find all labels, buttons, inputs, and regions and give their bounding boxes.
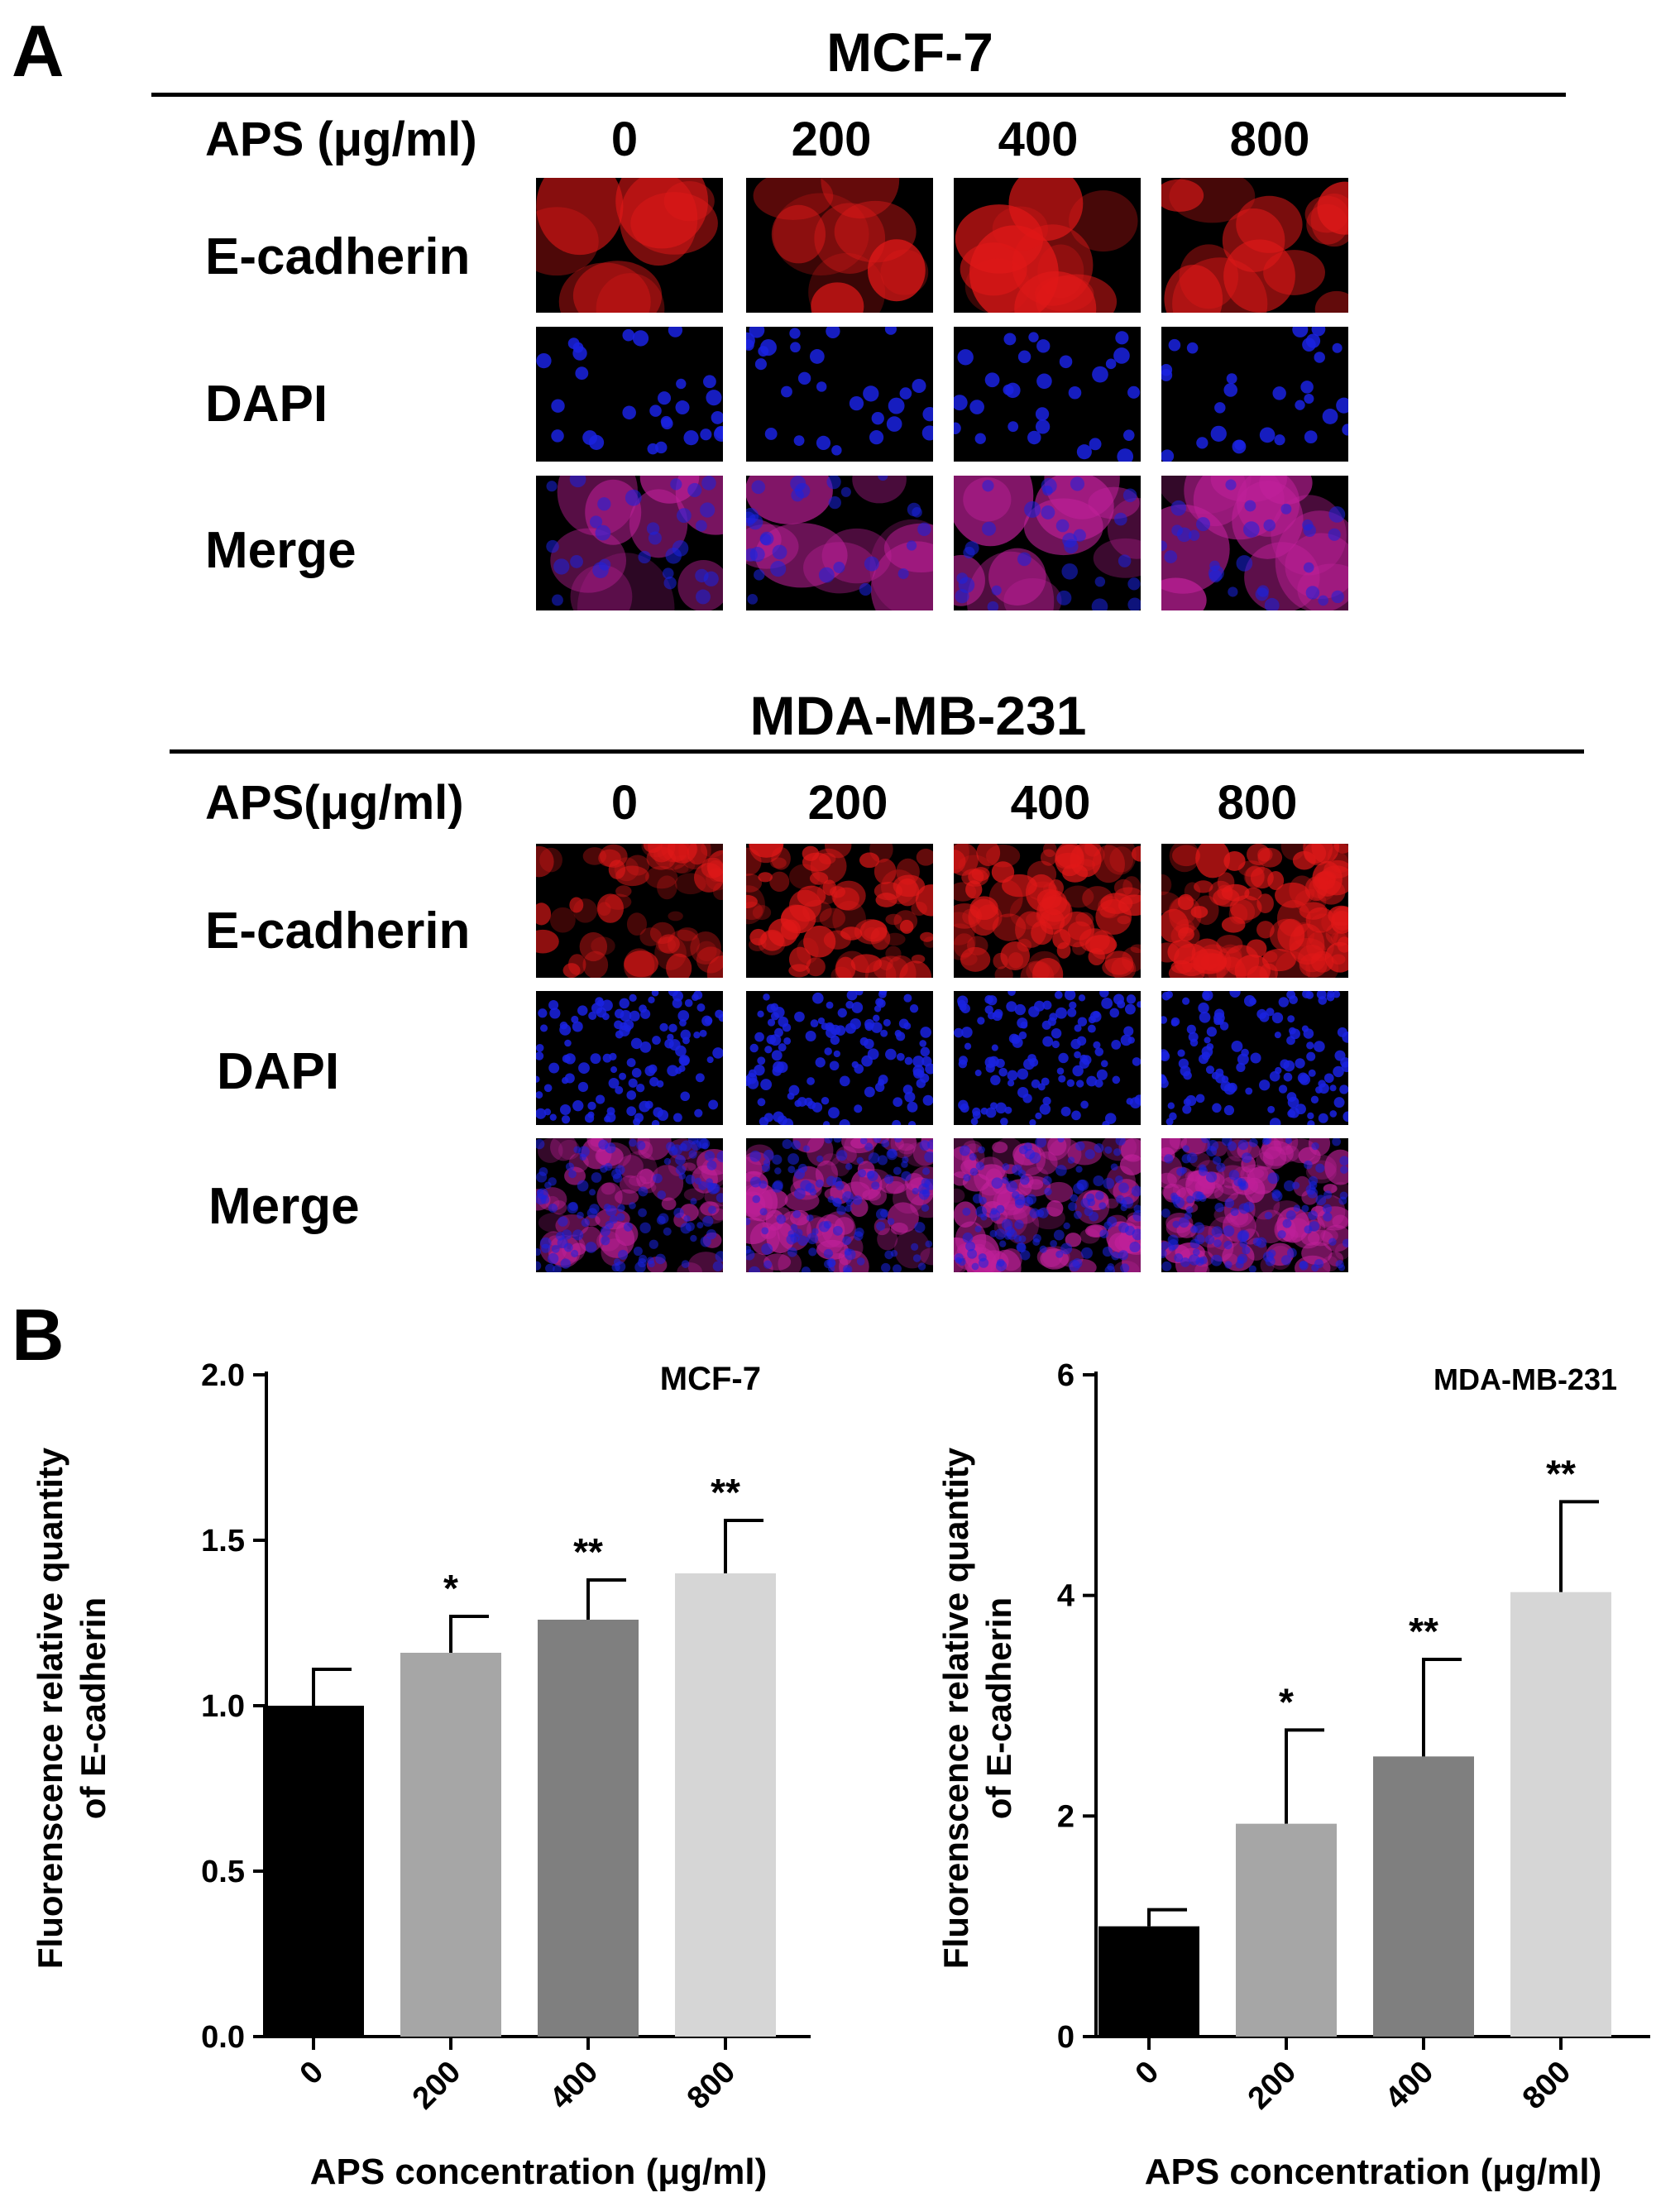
mda-ytick-label-3: 6 — [1057, 1358, 1075, 1393]
mcf7-dose-400: 400 — [998, 113, 1079, 166]
mcf7-ytick-label-3: 1.5 — [201, 1524, 245, 1558]
mcf7-row-merge: Merge — [205, 522, 357, 579]
mda-row-merge: Merge — [208, 1178, 360, 1235]
panel-a-letter: A — [12, 10, 65, 92]
mcf7-dose-200: 200 — [791, 113, 872, 166]
mda-bar-0 — [1098, 1926, 1199, 2037]
mcf7-block-title: MCF-7 — [826, 22, 993, 83]
mda-dose-800: 800 — [1217, 776, 1298, 830]
micrograph-mda-ecad-1 — [746, 844, 933, 978]
mda-title-rule — [170, 749, 1584, 754]
mda-ylabel-line2: of E-cadherin — [979, 1597, 1018, 1819]
micrograph-mda-merge-3 — [1161, 1138, 1348, 1272]
mcf7-significance-200: * — [443, 1567, 458, 1610]
mcf7-bar-800 — [675, 1573, 776, 2037]
mda-bar-200 — [1236, 1823, 1337, 2037]
mcf7-title-rule — [151, 93, 1566, 97]
mcf7-significance-400: ** — [573, 1530, 603, 1573]
mda-ytick-label-1: 2 — [1057, 1799, 1075, 1834]
mda-significance-400: ** — [1409, 1610, 1438, 1653]
mda-xlabel: APS concentration (μg/ml) — [1145, 2152, 1602, 2192]
mda-block-title: MDA-MB-231 — [749, 685, 1087, 746]
mda-ytick-label-2: 4 — [1057, 1579, 1075, 1614]
mcf7-row-ecadherin: E-cadherin — [205, 228, 471, 285]
mda-xtick-label-400: 400 — [1379, 2055, 1441, 2117]
micrograph-mda-merge-1 — [746, 1138, 933, 1272]
mcf7-dose-0: 0 — [610, 113, 639, 166]
mcf7-bar-200 — [400, 1653, 501, 2037]
mda-bar-800 — [1510, 1592, 1611, 2037]
mcf7-bar-0 — [263, 1706, 364, 2037]
micrograph-mda-merge-0 — [536, 1138, 723, 1272]
micrograph-mda-ecad-0 — [536, 844, 723, 978]
mda-chart-title: MDA-MB-231 — [1434, 1362, 1617, 1396]
micrograph-mda-ecad-3 — [1161, 844, 1348, 978]
mda-ylabel-line1: Fluorenscence relative quantity — [936, 1447, 975, 1969]
mcf7-xtick-label-200: 200 — [406, 2055, 468, 2117]
micrograph-mcf7-ecad-3 — [1161, 178, 1348, 313]
micrograph-mda-dapi-1 — [746, 991, 933, 1125]
mda-bar-400 — [1373, 1756, 1474, 2037]
micrograph-mcf7-dapi-2 — [954, 327, 1141, 462]
mda-dose-0: 0 — [610, 776, 639, 830]
mda-dose-400: 400 — [1010, 776, 1091, 830]
micrograph-mcf7-merge-1 — [746, 476, 933, 610]
micrograph-mda-dapi-0 — [536, 991, 723, 1125]
mda-xtick-label-800: 800 — [1516, 2055, 1578, 2117]
micrograph-mcf7-merge-2 — [954, 476, 1141, 610]
mcf7-ylabel-line1: Fluorenscence relative quantity — [31, 1447, 69, 1969]
mcf7-row-dapi: DAPI — [205, 376, 328, 433]
panel-b-letter: B — [12, 1294, 65, 1376]
micrograph-mda-dapi-2 — [954, 991, 1141, 1125]
mda-row-ecadherin: E-cadherin — [205, 902, 471, 960]
mda-xtick-label-0: 0 — [1129, 2055, 1166, 2092]
micrograph-mcf7-dapi-1 — [746, 327, 933, 462]
mcf7-ytick-label-4: 2.0 — [201, 1358, 245, 1393]
micrograph-mda-ecad-2 — [954, 844, 1141, 978]
panel-b-charts: 0.00.51.01.52.00*200**400**800MCF-7Fluor… — [31, 1358, 1650, 2192]
micrograph-mcf7-dapi-0 — [536, 327, 723, 462]
mcf7-xtick-label-400: 400 — [543, 2055, 605, 2117]
mda-significance-800: ** — [1546, 1452, 1576, 1495]
mcf7-significance-800: ** — [711, 1471, 740, 1514]
mcf7-ytick-label-0: 0.0 — [201, 2020, 245, 2055]
mcf7-ytick-label-1: 0.5 — [201, 1855, 245, 1889]
mcf7-xlabel: APS concentration (μg/ml) — [310, 2152, 768, 2192]
mda-xtick-label-200: 200 — [1242, 2055, 1304, 2117]
mcf7-ytick-label-2: 1.0 — [201, 1689, 245, 1724]
mcf7-bar-400 — [538, 1620, 639, 2037]
mcf7-chart-title: MCF-7 — [660, 1361, 761, 1397]
micrograph-mcf7-dapi-3 — [1161, 327, 1348, 462]
mda-row-dapi: DAPI — [217, 1043, 340, 1100]
mda-ytick-label-0: 0 — [1057, 2020, 1075, 2055]
micrograph-mcf7-ecad-2 — [954, 178, 1141, 313]
mda-significance-200: * — [1279, 1680, 1294, 1723]
mcf7-ylabel-line2: of E-cadherin — [74, 1597, 112, 1819]
micrograph-mcf7-ecad-0 — [536, 178, 723, 313]
mcf7-aps-label: APS (μg/ml) — [205, 113, 477, 166]
micrograph-mcf7-merge-3 — [1161, 476, 1348, 610]
mcf7-xtick-label-0: 0 — [294, 2055, 331, 2092]
micrograph-mda-dapi-3 — [1161, 991, 1348, 1125]
micrograph-mcf7-ecad-1 — [746, 178, 933, 313]
micrograph-mda-merge-2 — [954, 1138, 1141, 1272]
mda-aps-label: APS(μg/ml) — [205, 776, 464, 830]
mda-dose-200: 200 — [807, 776, 888, 830]
mcf7-xtick-label-800: 800 — [681, 2055, 743, 2117]
mcf7-dose-800: 800 — [1229, 113, 1310, 166]
micrograph-mcf7-merge-0 — [536, 476, 723, 610]
